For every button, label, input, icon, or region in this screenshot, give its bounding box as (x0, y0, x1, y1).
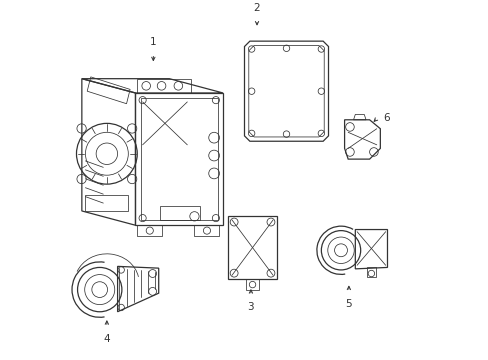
Text: 1: 1 (150, 36, 156, 46)
Text: 5: 5 (345, 298, 351, 309)
Text: 4: 4 (103, 334, 110, 343)
Text: 3: 3 (247, 302, 254, 312)
Text: 6: 6 (382, 113, 388, 123)
Text: 2: 2 (253, 3, 260, 13)
